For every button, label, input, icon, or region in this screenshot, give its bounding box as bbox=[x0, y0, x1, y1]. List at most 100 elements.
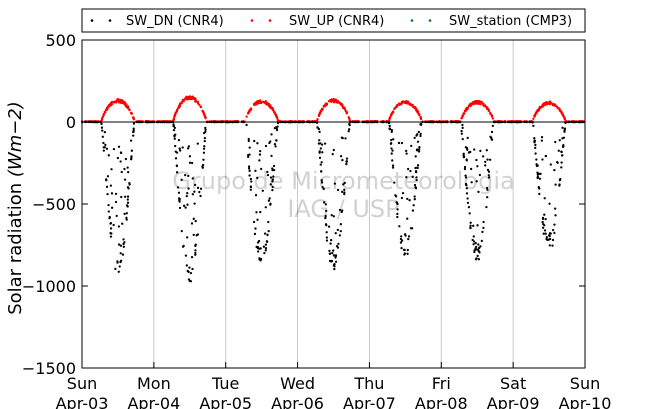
sw-dn-point bbox=[518, 120, 521, 123]
sw-dn-point bbox=[461, 137, 464, 141]
sw-dn-point bbox=[335, 245, 339, 248]
x-tick-label-day: Fri bbox=[432, 374, 451, 393]
sw-dn-point bbox=[270, 154, 273, 157]
sw-dn-point bbox=[323, 142, 327, 145]
sw-dn-point bbox=[320, 161, 323, 164]
sw-up-point bbox=[559, 109, 562, 112]
sw-dn-point bbox=[117, 225, 121, 228]
sw-up-point bbox=[540, 105, 544, 108]
sw-dn-point bbox=[126, 195, 130, 198]
sw-dn-point bbox=[330, 214, 333, 217]
data-points bbox=[81, 95, 585, 283]
sw-dn-point bbox=[403, 248, 406, 252]
sw-dn-point bbox=[467, 151, 471, 154]
sw-dn-point bbox=[117, 243, 121, 246]
sw-dn-point bbox=[126, 198, 129, 201]
sw-up-point bbox=[473, 101, 476, 104]
sw-dn-point bbox=[242, 120, 245, 124]
sw-dn-point bbox=[387, 121, 391, 125]
sw-dn-point bbox=[104, 143, 107, 147]
sw-dn-point bbox=[257, 239, 261, 243]
sw-dn-point bbox=[476, 254, 479, 257]
sw-dn-point bbox=[328, 249, 331, 253]
x-tick-label-date: Apr-07 bbox=[343, 394, 396, 409]
sw-dn-point bbox=[554, 140, 557, 144]
sw-dn-point bbox=[409, 227, 413, 230]
sw-dn-point bbox=[204, 126, 207, 130]
sw-dn-point bbox=[210, 120, 213, 124]
sw-dn-point bbox=[175, 151, 179, 154]
sw-dn-point bbox=[490, 138, 494, 141]
sw-dn-point bbox=[119, 252, 122, 255]
sw-dn-point bbox=[469, 221, 472, 224]
sw-dn-point bbox=[245, 123, 248, 127]
sw-dn-point bbox=[485, 149, 488, 152]
sw-dn-point bbox=[181, 146, 184, 149]
sw-dn-point bbox=[262, 245, 266, 248]
sw-dn-point bbox=[126, 201, 130, 204]
sw-up-point bbox=[204, 115, 207, 119]
sw-dn-point bbox=[263, 232, 267, 235]
sw-up-point bbox=[415, 109, 418, 112]
sw-up-point bbox=[342, 107, 345, 110]
sw-dn-point bbox=[509, 120, 512, 124]
sw-dn-point bbox=[193, 202, 196, 205]
sw-dn-point bbox=[203, 136, 207, 140]
sw-dn-point bbox=[191, 267, 194, 271]
sw-dn-point bbox=[271, 167, 274, 170]
sw-up-point bbox=[180, 101, 183, 105]
sw-dn-point bbox=[112, 223, 115, 227]
sw-dn-point bbox=[168, 121, 171, 124]
sw-dn-point bbox=[174, 133, 177, 136]
sw-up-point bbox=[460, 116, 463, 119]
sw-dn-point bbox=[466, 201, 470, 205]
x-tick-label-date: Apr-04 bbox=[127, 394, 180, 409]
sw-up-point bbox=[324, 103, 327, 107]
sw-dn-point bbox=[468, 212, 471, 215]
sw-dn-point bbox=[396, 212, 399, 216]
sw-dn-point bbox=[413, 136, 416, 140]
sw-dn-point bbox=[336, 188, 340, 192]
sw-dn-point bbox=[94, 120, 97, 124]
sw-dn-point bbox=[389, 142, 393, 145]
sw-dn-point bbox=[324, 216, 327, 220]
sw-dn-point bbox=[266, 173, 270, 177]
sw-dn-point bbox=[269, 140, 272, 143]
sw-dn-point bbox=[355, 120, 358, 124]
sw-dn-point bbox=[478, 173, 482, 177]
sw-up-point bbox=[536, 110, 539, 113]
sw-up-point bbox=[264, 101, 268, 104]
sw-up-point bbox=[114, 101, 118, 104]
sw-dn-point bbox=[318, 150, 321, 153]
sw-dn-point bbox=[415, 176, 418, 179]
sw-up-point bbox=[187, 97, 191, 100]
sw-up-point bbox=[413, 105, 416, 109]
y-tick-label: −500 bbox=[32, 195, 76, 214]
sw-dn-point bbox=[258, 153, 262, 156]
sw-up-point bbox=[194, 100, 197, 103]
sw-dn-point bbox=[198, 190, 201, 194]
sw-dn-point bbox=[247, 167, 251, 170]
sw-dn-point bbox=[264, 206, 267, 209]
sw-dn-point bbox=[259, 210, 262, 214]
sw-dn-point bbox=[329, 252, 332, 255]
sw-up-point bbox=[272, 110, 276, 113]
sw-up-point bbox=[119, 98, 122, 102]
sw-dn-point bbox=[141, 120, 144, 124]
sw-dn-point bbox=[325, 236, 329, 239]
sw-dn-point bbox=[129, 139, 133, 142]
sw-dn-point bbox=[391, 164, 395, 167]
sw-dn-point bbox=[126, 205, 129, 208]
sw-dn-point bbox=[395, 201, 398, 204]
sw-dn-point bbox=[321, 186, 324, 189]
sw-dn-point bbox=[247, 139, 250, 143]
x-tick-label-date: Apr-05 bbox=[199, 394, 252, 409]
sw-dn-point bbox=[406, 217, 409, 220]
sw-dn-point bbox=[334, 260, 338, 263]
sw-dn-point bbox=[464, 182, 468, 186]
sw-dn-point bbox=[325, 224, 328, 227]
sw-dn-point bbox=[558, 184, 561, 187]
sw-dn-point bbox=[473, 249, 476, 252]
sw-dn-point bbox=[118, 265, 121, 268]
